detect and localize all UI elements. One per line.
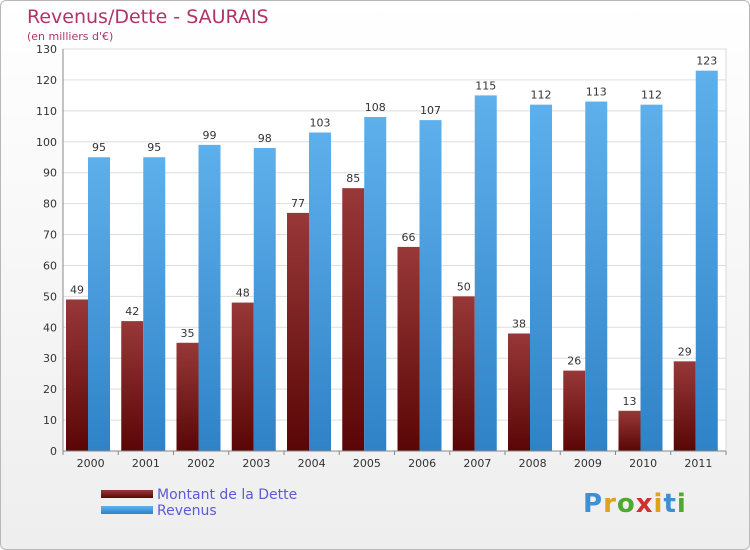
bar-revenus-2008 (530, 104, 552, 452)
bar-debt-2003 (231, 302, 254, 451)
logo-letter: o (616, 489, 636, 519)
value-label-debt-2009: 26 (567, 355, 581, 368)
chart-subtitle: (en milliers d'€) (27, 30, 114, 43)
y-tick-label: 60 (43, 259, 57, 272)
bar-debt-2011 (673, 361, 696, 451)
y-tick-label: 40 (43, 321, 57, 334)
bar-revenus-2010 (640, 104, 663, 452)
x-tick-label: 2007 (463, 457, 491, 470)
value-label-debt-2000: 49 (70, 283, 84, 296)
value-label-debt-2008: 38 (512, 317, 526, 330)
y-tick-label: 50 (43, 290, 57, 303)
bar-debt-2009 (563, 370, 586, 451)
value-label-revenus-2002: 99 (203, 129, 217, 142)
value-label-revenus-2001: 95 (147, 141, 161, 154)
logo-letter: i (676, 489, 687, 519)
bar-revenus-2011 (695, 70, 718, 452)
value-label-revenus-2011: 123 (696, 55, 717, 68)
x-tick-label: 2006 (408, 457, 436, 470)
value-label-revenus-2006: 107 (420, 104, 441, 117)
value-label-revenus-2010: 112 (641, 89, 662, 102)
logo-letter: r (603, 489, 617, 519)
x-tick-label: 2010 (629, 457, 657, 470)
value-label-debt-2002: 35 (181, 327, 195, 340)
legend-label-debt: Montant de la Dette (157, 487, 298, 503)
x-tick-label: 2011 (684, 457, 712, 470)
value-label-debt-2001: 42 (125, 305, 139, 318)
value-label-debt-2004: 77 (291, 197, 305, 210)
value-label-revenus-2007: 115 (475, 79, 496, 92)
value-label-debt-2010: 13 (623, 395, 637, 408)
y-tick-label: 0 (50, 445, 57, 458)
value-label-revenus-2005: 108 (365, 101, 386, 114)
plot-area (62, 48, 727, 452)
bar-revenus-2005 (364, 117, 387, 452)
x-tick-label: 2009 (574, 457, 602, 470)
bar-revenus-2000 (88, 157, 110, 451)
bar-revenus-2006 (419, 120, 442, 451)
bar-revenus-2003 (253, 147, 276, 451)
value-label-debt-2005: 85 (346, 172, 360, 185)
y-tick-label: 30 (43, 352, 57, 365)
bar-revenus-2002 (198, 144, 221, 451)
bar-debt-2001 (121, 321, 144, 451)
bar-debt-2005 (342, 188, 365, 451)
value-label-revenus-2000: 95 (92, 141, 106, 154)
bar-debt-2010 (618, 410, 641, 451)
value-label-debt-2006: 66 (402, 231, 416, 244)
y-tick-label: 70 (43, 229, 57, 242)
bar-revenus-2001 (143, 157, 166, 451)
y-tick-label: 120 (36, 74, 57, 87)
chart-title: Revenus/Dette - SAURAIS (27, 6, 269, 28)
x-tick-label: 2004 (298, 457, 326, 470)
proxiti-logo: Proxiti (583, 489, 687, 519)
bar-revenus-2007 (474, 95, 497, 451)
bar-debt-2006 (397, 246, 420, 451)
value-label-debt-2011: 29 (678, 345, 692, 358)
bar-debt-2007 (452, 296, 475, 451)
bar-revenus-2009 (585, 101, 608, 452)
x-tick-label: 2005 (353, 457, 381, 470)
bar-debt-2000 (66, 299, 88, 451)
y-tick-label: 80 (43, 198, 57, 211)
legend-label-revenus: Revenus (157, 503, 217, 519)
bar-debt-2008 (508, 333, 530, 451)
legend-swatch-debt (101, 490, 153, 498)
logo-letter: i (653, 489, 664, 519)
logo-letter: x (635, 489, 654, 519)
logo-letter: t (663, 489, 677, 519)
y-tick-label: 90 (43, 167, 57, 180)
y-tick-label: 10 (43, 414, 57, 427)
x-tick-label: 2003 (242, 457, 270, 470)
x-tick-label: 2000 (77, 457, 105, 470)
bar-debt-2004 (287, 212, 309, 451)
value-label-debt-2007: 50 (457, 280, 471, 293)
value-label-debt-2003: 48 (236, 287, 250, 300)
value-label-revenus-2004: 103 (310, 116, 331, 129)
x-tick-label: 2002 (187, 457, 215, 470)
bar-debt-2002 (176, 342, 199, 451)
y-tick-label: 20 (43, 383, 57, 396)
y-tick-label: 130 (36, 43, 57, 56)
value-label-revenus-2008: 112 (531, 89, 552, 102)
x-tick-label: 2001 (132, 457, 160, 470)
legend-swatch-revenus (101, 506, 153, 514)
value-label-revenus-2003: 98 (258, 132, 272, 145)
y-tick-label: 110 (36, 105, 57, 118)
value-label-revenus-2009: 113 (586, 86, 607, 99)
x-tick-label: 2008 (519, 457, 547, 470)
logo-letter: P (583, 489, 604, 519)
y-tick-label: 100 (36, 136, 57, 149)
bar-revenus-2004 (309, 132, 331, 451)
